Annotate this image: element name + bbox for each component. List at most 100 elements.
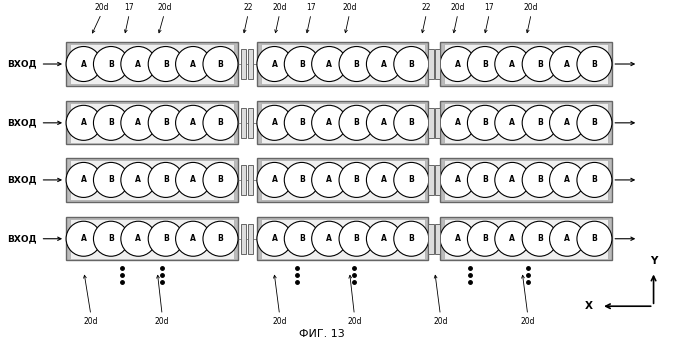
Ellipse shape <box>339 105 374 140</box>
Text: ВХОД: ВХОД <box>7 175 36 184</box>
Bar <box>257 217 428 260</box>
Text: 20d: 20d <box>343 3 356 12</box>
Text: 20d: 20d <box>273 317 287 326</box>
Bar <box>70 44 234 84</box>
Text: A: A <box>136 118 141 127</box>
Ellipse shape <box>440 105 475 140</box>
Ellipse shape <box>257 162 292 198</box>
Text: B: B <box>108 60 114 69</box>
Text: B: B <box>217 60 224 69</box>
Ellipse shape <box>121 105 156 140</box>
Text: B: B <box>217 118 224 127</box>
Bar <box>435 165 440 195</box>
Ellipse shape <box>284 46 319 82</box>
Ellipse shape <box>577 162 612 198</box>
Ellipse shape <box>495 162 530 198</box>
Ellipse shape <box>121 221 156 256</box>
Ellipse shape <box>577 46 612 82</box>
Text: 17: 17 <box>124 3 134 12</box>
Text: A: A <box>564 175 570 184</box>
Text: 20d: 20d <box>433 317 447 326</box>
Bar <box>261 219 425 259</box>
Ellipse shape <box>175 221 210 256</box>
Text: A: A <box>190 60 196 69</box>
Text: B: B <box>482 234 488 243</box>
Text: A: A <box>80 60 87 69</box>
Bar <box>261 44 425 84</box>
Ellipse shape <box>312 105 347 140</box>
Bar <box>241 108 246 138</box>
Text: ФИГ. 13: ФИГ. 13 <box>298 329 345 339</box>
Text: B: B <box>482 60 488 69</box>
Ellipse shape <box>366 221 401 256</box>
Text: A: A <box>136 175 141 184</box>
Text: A: A <box>510 175 515 184</box>
Text: 22: 22 <box>243 3 253 12</box>
Bar <box>66 43 238 86</box>
Text: A: A <box>454 175 461 184</box>
Text: Y: Y <box>650 256 657 266</box>
Text: X: X <box>585 301 593 311</box>
Text: A: A <box>510 60 515 69</box>
Text: B: B <box>299 234 305 243</box>
Ellipse shape <box>549 46 584 82</box>
Text: B: B <box>591 118 598 127</box>
Text: 20d: 20d <box>347 317 361 326</box>
Text: A: A <box>564 234 570 243</box>
Bar <box>66 101 238 145</box>
Ellipse shape <box>468 221 503 256</box>
Ellipse shape <box>94 46 129 82</box>
Ellipse shape <box>203 105 238 140</box>
Bar <box>440 43 612 86</box>
Text: B: B <box>591 60 598 69</box>
Text: B: B <box>591 175 598 184</box>
Bar <box>428 108 433 138</box>
Text: A: A <box>271 175 278 184</box>
Ellipse shape <box>366 46 401 82</box>
Text: B: B <box>354 60 359 69</box>
Bar <box>248 49 253 79</box>
Text: 20d: 20d <box>524 3 538 12</box>
Text: A: A <box>381 234 387 243</box>
Ellipse shape <box>257 105 292 140</box>
Ellipse shape <box>121 162 156 198</box>
Bar <box>444 219 608 259</box>
Text: A: A <box>564 60 570 69</box>
Ellipse shape <box>148 46 183 82</box>
Text: B: B <box>354 175 359 184</box>
Ellipse shape <box>94 162 129 198</box>
Text: A: A <box>381 60 387 69</box>
Text: A: A <box>136 234 141 243</box>
Text: B: B <box>299 60 305 69</box>
Bar <box>241 165 246 195</box>
Bar <box>257 158 428 201</box>
Text: B: B <box>408 234 415 243</box>
Text: A: A <box>454 234 461 243</box>
Ellipse shape <box>312 162 347 198</box>
Text: A: A <box>271 118 278 127</box>
Text: A: A <box>80 118 87 127</box>
Ellipse shape <box>522 105 557 140</box>
Text: A: A <box>80 234 87 243</box>
Bar <box>261 103 425 143</box>
Text: B: B <box>217 234 224 243</box>
Bar <box>428 49 433 79</box>
Bar <box>257 101 428 145</box>
Ellipse shape <box>94 221 129 256</box>
Ellipse shape <box>577 105 612 140</box>
Ellipse shape <box>495 221 530 256</box>
Ellipse shape <box>522 221 557 256</box>
Text: 20d: 20d <box>94 3 108 12</box>
Ellipse shape <box>440 162 475 198</box>
Ellipse shape <box>284 162 319 198</box>
Text: ВХОД: ВХОД <box>7 60 36 69</box>
Ellipse shape <box>312 46 347 82</box>
Text: B: B <box>217 175 224 184</box>
Text: 20d: 20d <box>84 317 98 326</box>
Ellipse shape <box>175 46 210 82</box>
Ellipse shape <box>284 105 319 140</box>
Text: B: B <box>482 175 488 184</box>
Ellipse shape <box>66 46 101 82</box>
Text: B: B <box>591 234 598 243</box>
Bar <box>66 217 238 260</box>
